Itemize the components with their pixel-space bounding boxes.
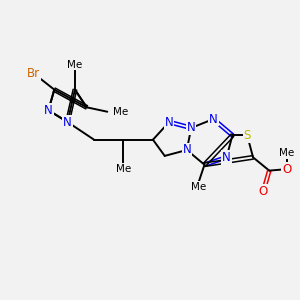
Text: N: N	[63, 116, 72, 128]
Text: Me: Me	[67, 60, 83, 70]
Text: O: O	[282, 163, 292, 176]
Text: Br: Br	[27, 67, 40, 80]
Text: N: N	[165, 116, 173, 128]
Text: N: N	[187, 122, 196, 134]
Text: N: N	[209, 112, 218, 126]
Text: N: N	[182, 143, 191, 157]
Text: S: S	[244, 129, 251, 142]
Text: Me: Me	[191, 182, 206, 192]
Text: O: O	[259, 185, 268, 198]
Text: Me: Me	[279, 148, 295, 158]
Text: Me: Me	[116, 164, 131, 173]
Text: N: N	[44, 104, 53, 117]
Text: N: N	[222, 151, 231, 164]
Text: Me: Me	[113, 107, 128, 117]
